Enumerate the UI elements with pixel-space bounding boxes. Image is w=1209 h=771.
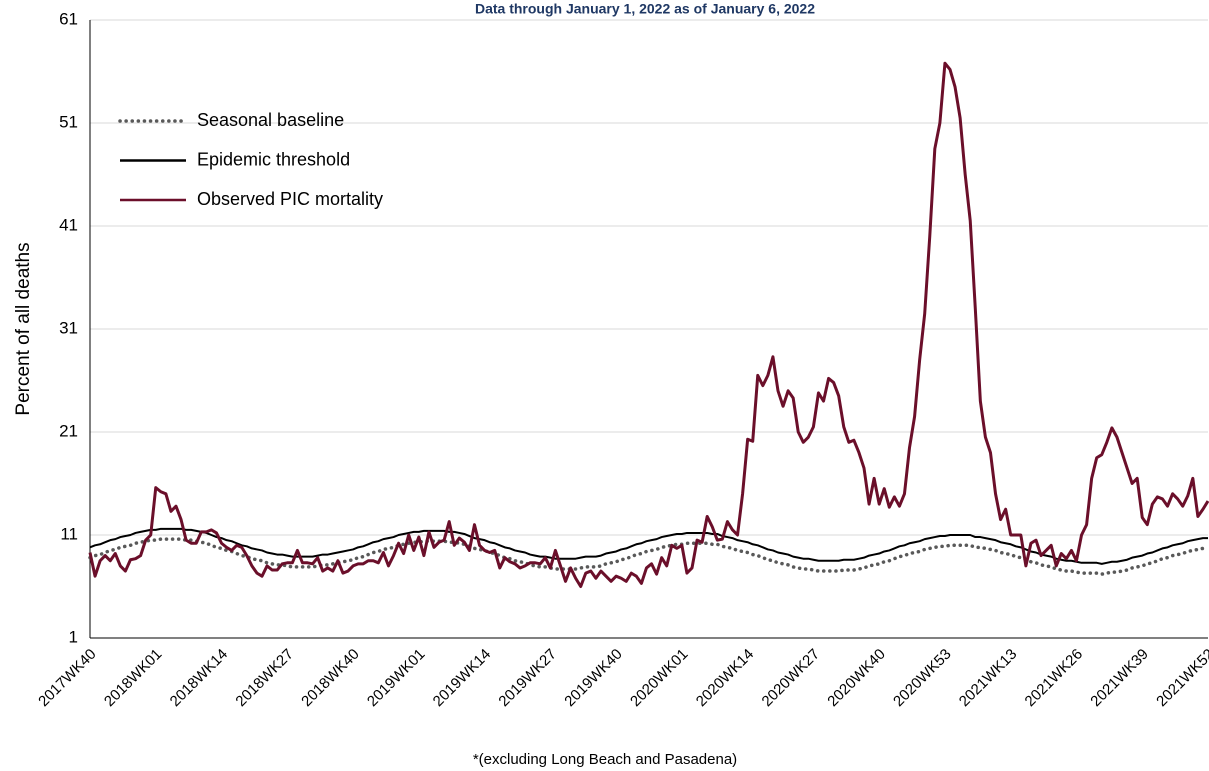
y-tick-label: 61 (59, 9, 78, 28)
x-tick-label: 2021WK13 (956, 646, 1021, 711)
footnote: *(excluding Long Beach and Pasadena) (473, 751, 737, 768)
y-tick-label: 11 (60, 524, 78, 543)
x-tick-label: 2019WK27 (495, 646, 560, 711)
y-tick-label: 41 (59, 215, 78, 234)
y-tick-label: 1 (69, 627, 78, 646)
legend-label: Seasonal baseline (197, 110, 344, 130)
y-axis-label: Percent of all deaths (13, 242, 34, 415)
x-tick-label: 2021WK52 (1153, 646, 1209, 711)
x-tick-label: 2020WK53 (890, 646, 955, 711)
x-tick-label: 2019WK40 (561, 646, 626, 711)
x-tick-label: 2019WK14 (430, 646, 495, 711)
y-tick-label: 51 (59, 112, 78, 131)
series-line (89, 527, 1208, 565)
y-tick-label: 21 (59, 421, 78, 440)
legend-label: Observed PIC mortality (197, 189, 383, 209)
x-tick-label: 2018WK14 (167, 646, 232, 711)
x-tick-label: 2021WK26 (1022, 646, 1087, 711)
y-tick-label: 31 (59, 318, 78, 337)
x-tick-label: 2020WK27 (759, 646, 824, 711)
x-tick-label: 2020WK14 (693, 646, 758, 711)
x-tick-label: 2021WK39 (1087, 646, 1152, 711)
x-tick-label: 2017WK40 (35, 646, 100, 711)
legend-label: Epidemic threshold (197, 149, 350, 169)
chart-subtitle: Data through January 1, 2022 as of Janua… (475, 1, 815, 17)
x-tick-label: 2019WK01 (364, 646, 429, 711)
x-tick-label: 2018WK01 (101, 646, 166, 711)
x-tick-label: 2020WK40 (824, 646, 889, 711)
x-tick-label: 2018WK27 (232, 646, 297, 711)
x-tick-label: 2020WK01 (627, 646, 692, 711)
series-line (88, 61, 1209, 588)
x-tick-label: 2018WK40 (298, 646, 363, 711)
